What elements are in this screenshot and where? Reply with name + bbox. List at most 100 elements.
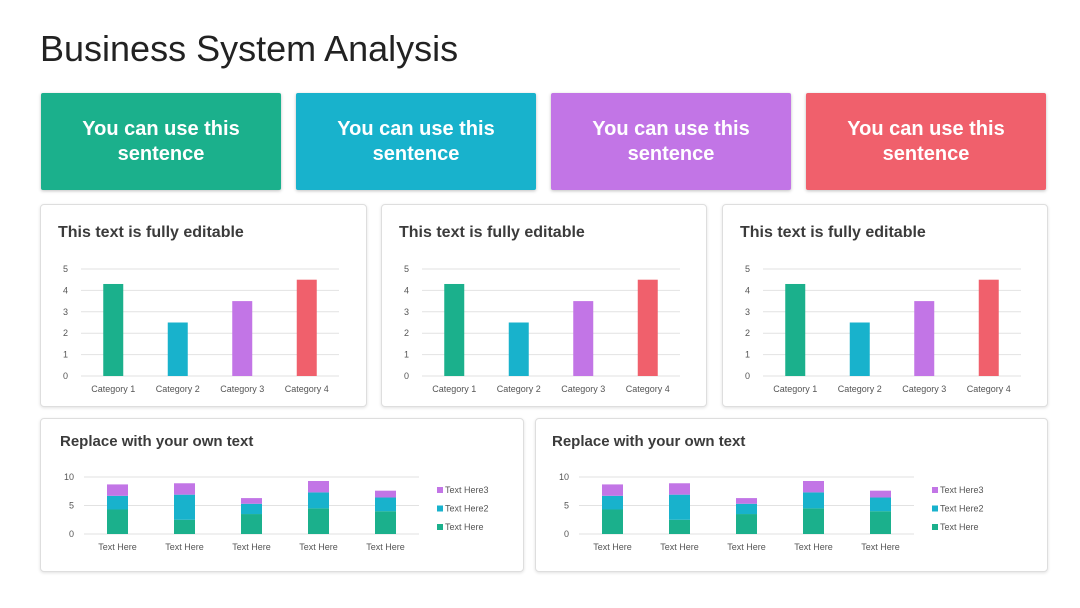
stacked-bar-segment <box>669 483 690 495</box>
bar <box>637 279 658 376</box>
highlight-card-1: You can use this sentence <box>41 93 281 190</box>
y-tick-label: 0 <box>564 529 569 539</box>
x-tick-label: Text Here <box>232 542 271 552</box>
y-tick-label: 4 <box>404 285 409 295</box>
y-tick-label: 0 <box>69 529 74 539</box>
chart-title: This text is fully editable <box>399 224 585 241</box>
bar-chart-panel-2: This text is fully editable 0 1 2 3 4 5 Catego… <box>381 204 707 407</box>
stacked-bar-segment <box>669 519 690 534</box>
x-tick-label: Category 1 <box>432 384 476 394</box>
legend-label: Text Here <box>445 522 484 532</box>
bar <box>573 301 594 376</box>
y-tick-label: 5 <box>404 264 409 274</box>
stacked-bar-segment <box>736 514 757 534</box>
stacked-bar-segment <box>870 511 891 534</box>
stacked-bar-segment <box>669 494 690 520</box>
y-tick-label: 3 <box>63 307 68 317</box>
y-tick-label: 2 <box>63 328 68 338</box>
legend-swatch <box>932 524 938 530</box>
y-tick-label: 5 <box>69 501 74 511</box>
stacked-bar-segment <box>870 497 891 512</box>
chart-title: Replace with your own text <box>60 433 254 450</box>
x-tick-label: Category 2 <box>156 384 200 394</box>
y-tick-label: 1 <box>63 350 68 360</box>
stacked-bar-segment <box>602 509 623 534</box>
stacked-bar-segment <box>375 511 396 534</box>
chart-title: Replace with your own text <box>552 433 746 450</box>
legend-label: Text Here2 <box>445 504 489 514</box>
x-tick-label: Category 3 <box>220 384 264 394</box>
x-tick-label: Text Here <box>727 542 766 552</box>
highlight-card-2: You can use this sentence <box>296 93 536 190</box>
legend-swatch <box>437 487 443 493</box>
stacked-bar-segment <box>308 480 329 493</box>
legend-label: Text Here <box>940 522 979 532</box>
bar-chart-panel-1: This text is fully editable 0 1 2 3 4 5 Catego… <box>40 204 367 407</box>
stacked-bar-segment <box>375 497 396 512</box>
stacked-bar-segment <box>736 498 757 504</box>
y-tick-label: 4 <box>745 285 750 295</box>
highlight-card-4: You can use this sentence <box>806 93 1046 190</box>
x-tick-label: Category 2 <box>497 384 541 394</box>
x-tick-label: Text Here <box>593 542 632 552</box>
stacked-bar-segment <box>308 508 329 534</box>
x-tick-label: Category 3 <box>902 384 946 394</box>
legend-label: Text Here3 <box>940 485 984 495</box>
stacked-bar-segment <box>803 492 824 509</box>
chart-title: This text is fully editable <box>740 224 926 241</box>
stacked-bar-segment <box>736 503 757 515</box>
y-tick-label: 5 <box>564 501 569 511</box>
y-tick-label: 5 <box>63 264 68 274</box>
bar <box>914 301 935 376</box>
bar <box>103 283 124 376</box>
stacked-chart-panel-1: Replace with your own text 0 5 10 Text Here… <box>40 418 524 572</box>
x-tick-label: Category 3 <box>561 384 605 394</box>
highlight-card-text: You can use this sentence <box>82 117 240 165</box>
y-tick-label: 0 <box>404 371 409 381</box>
chart-title: This text is fully editable <box>58 224 244 241</box>
highlight-card-text: You can use this sentence <box>847 117 1005 165</box>
stacked-bar-segment <box>308 492 329 509</box>
y-tick-label: 5 <box>745 264 750 274</box>
bar <box>296 279 317 376</box>
x-tick-label: Category 4 <box>285 384 329 394</box>
x-tick-label: Category 2 <box>838 384 882 394</box>
y-tick-label: 3 <box>745 307 750 317</box>
y-tick-label: 0 <box>745 371 750 381</box>
y-tick-label: 10 <box>559 472 569 482</box>
bar <box>508 322 529 376</box>
stacked-bar-segment <box>174 483 195 495</box>
highlight-cards: You can use this sentence You can use th… <box>41 93 1046 190</box>
highlight-card-text: You can use this sentence <box>337 117 495 165</box>
y-tick-label: 2 <box>404 328 409 338</box>
bar-chart: 0 1 2 3 4 5 Category 1 Category 2 Category 3 Cate… <box>745 264 1021 394</box>
bar <box>978 279 999 376</box>
legend-label: Text Here2 <box>940 504 984 514</box>
legend-swatch <box>932 505 938 512</box>
x-tick-label: Text Here <box>660 542 699 552</box>
x-tick-label: Text Here <box>794 542 833 552</box>
bar <box>785 283 806 376</box>
x-tick-label: Text Here <box>98 542 137 552</box>
x-tick-label: Category 4 <box>626 384 670 394</box>
stacked-bar-chart: 0 5 10 Text Here Text Here Text Here Text Here… <box>559 472 984 552</box>
stacked-bar-segment <box>241 498 262 504</box>
bar <box>232 301 253 376</box>
bar <box>167 322 188 376</box>
stacked-bar-segment <box>107 484 128 496</box>
y-tick-label: 3 <box>404 307 409 317</box>
legend-label: Text Here3 <box>445 485 489 495</box>
stacked-bar-segment <box>174 519 195 534</box>
stacked-bar-segment <box>241 514 262 534</box>
stacked-bar-segment <box>107 495 128 510</box>
highlight-card-3: You can use this sentence <box>551 93 791 190</box>
x-tick-label: Category 4 <box>967 384 1011 394</box>
bar <box>444 283 465 376</box>
legend-swatch <box>437 524 443 530</box>
bar-chart-panel-3: This text is fully editable 0 1 2 3 4 5 Catego… <box>722 204 1048 407</box>
y-tick-label: 0 <box>63 371 68 381</box>
stacked-bar-segment <box>375 490 396 498</box>
stacked-bar-segment <box>870 490 891 498</box>
bar-chart: 0 1 2 3 4 5 Category 1 Category 2 Category 3 Cate… <box>404 264 680 394</box>
stacked-bar-segment <box>241 503 262 515</box>
